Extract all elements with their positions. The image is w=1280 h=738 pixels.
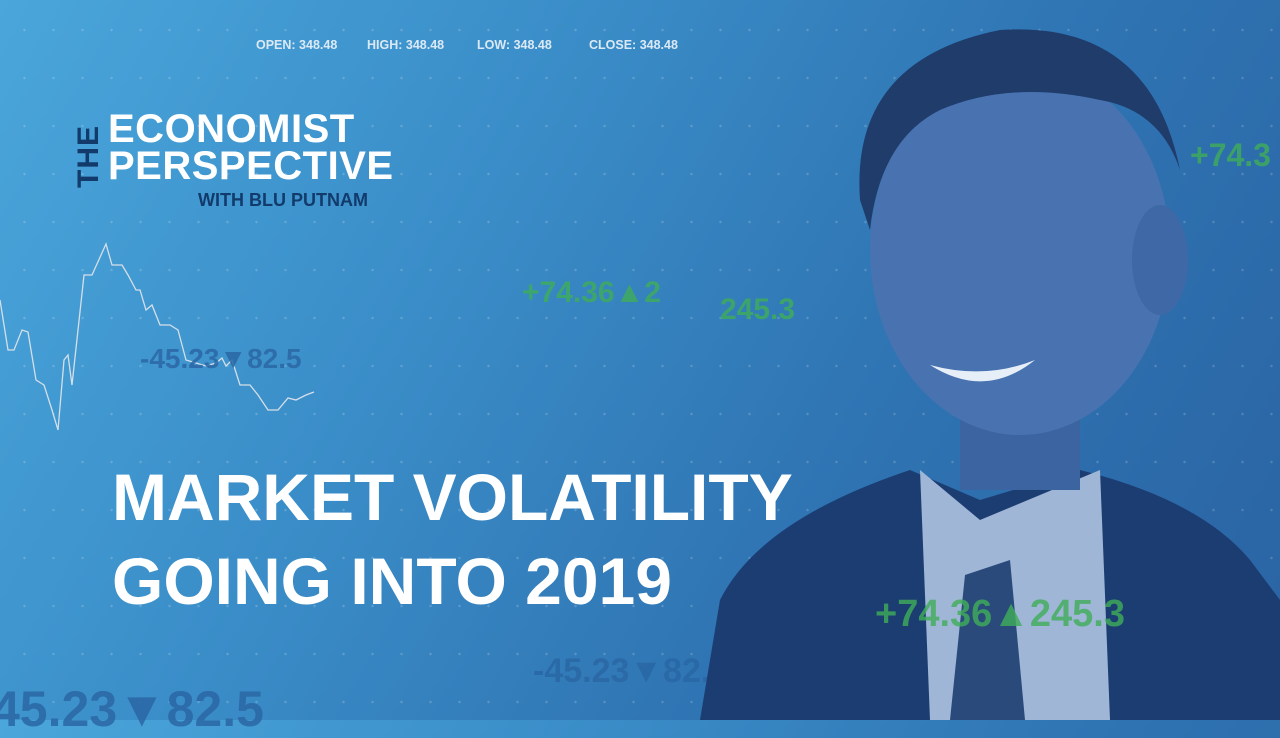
ticker-overlay-down-2: -45.23▼82.5 [533,652,730,690]
ticker-low: LOW: 348.48 [477,38,552,52]
ticker-overlay-up-1-value: 245.3 [720,293,796,326]
logo-perspective: PERSPECTIVE [108,144,394,188]
smile [930,360,1035,382]
price-line [0,242,315,431]
decorative-line-chart [0,242,315,431]
ticker-overlay-up-1: +74.36▲2 [522,276,661,309]
ticker-overlay-down-3: 45.23▼82.5 [0,681,264,737]
ticker-close: CLOSE: 348.48 [589,38,678,52]
hair [859,29,1180,230]
ticker-open: OPEN: 348.48 [256,38,338,52]
ticker-overlay-up-2: +74.36▲245.3 [875,593,1125,635]
tie [950,560,1025,720]
logo-economist: ECONOMIST [108,107,355,151]
ear [1132,205,1188,315]
head [870,65,1170,435]
ticker-overlay-down-1: -45.23▼82.5 [140,343,302,374]
ticker-high: HIGH: 348.48 [367,38,445,52]
presenter-photo [700,29,1280,720]
logo-the: THE [72,125,105,188]
ticker-overlay-up-3: +74.3 [1190,137,1271,173]
headline-line-2: GOING INTO 2019 [112,544,672,618]
logo-subtitle: WITH BLU PUTNAM [198,190,368,210]
headline-line-1: MARKET VOLATILITY [112,460,793,534]
